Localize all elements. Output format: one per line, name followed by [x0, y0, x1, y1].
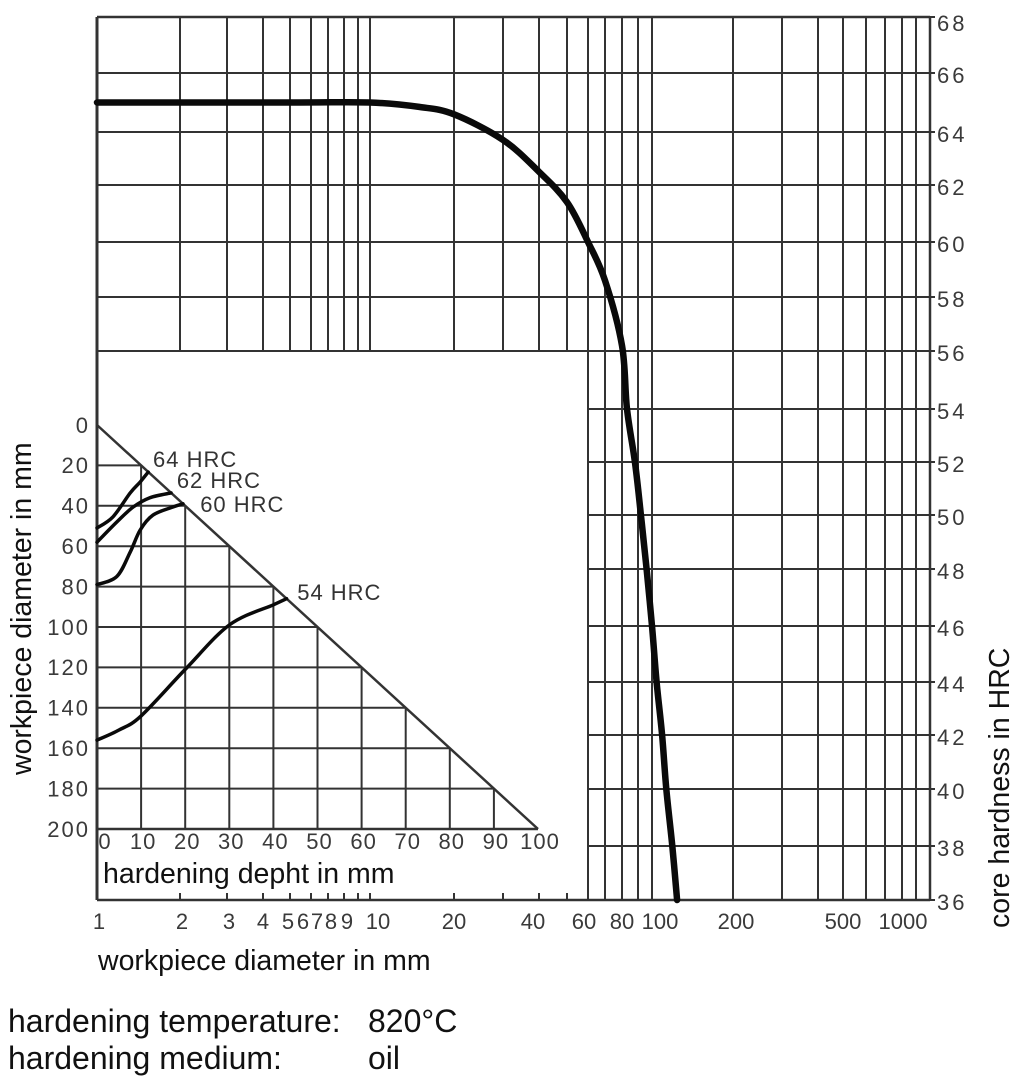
y-tick-label: 60	[937, 232, 967, 257]
y-tick-label: 64	[937, 122, 967, 147]
inset-x-tick-label: 30	[218, 829, 244, 854]
curves	[93, 98, 681, 904]
inset-y-tick-label: 100	[47, 615, 90, 640]
inset-curve-62-hrc	[95, 491, 173, 544]
y-tick-label: 58	[937, 287, 967, 312]
y-tick-label: 52	[937, 452, 967, 477]
x-tick-label: 2	[176, 909, 188, 934]
y-tick-label: 56	[937, 341, 967, 366]
x-tick-label: 100	[642, 909, 679, 934]
inset-x-tick-label: 60	[350, 829, 376, 854]
inset-y-tick-label: 80	[62, 574, 90, 599]
inset-x-tick-label: 20	[174, 829, 200, 854]
inset-y-tick-label: 60	[62, 534, 90, 559]
y-tick-label: 40	[937, 779, 967, 804]
inset-curve-54-hrc	[95, 596, 289, 742]
x-tick-label: 5	[282, 909, 294, 934]
inset-y-axis-title: workpiece diameter in mm	[6, 442, 38, 776]
inset-curve-label-60-hrc: 60 HRC	[200, 492, 284, 517]
inset-x-tick-label: 80	[439, 829, 465, 854]
core-hardness-curve	[93, 98, 681, 904]
hardening-medium-value: oil	[368, 1040, 401, 1076]
x-tick-label: 6	[297, 909, 309, 934]
y-tick-label: 62	[937, 175, 967, 200]
x-tick-label: 9	[341, 909, 353, 934]
inset-y-tick-label: 140	[47, 696, 90, 721]
inset-y-tick-label: 160	[47, 736, 90, 761]
x-tick-label: 200	[718, 909, 755, 934]
inset-curve-60-hrc	[95, 502, 185, 587]
inset-curve-label-54-hrc: 54 HRC	[297, 580, 381, 605]
y-tick-label: 44	[937, 672, 967, 697]
hardening-temperature-row: hardening temperature: 820°C	[0, 1003, 1024, 1040]
x-tick-label: 40	[521, 909, 545, 934]
inset-x-tick-label: 40	[262, 829, 288, 854]
inset-x-tick-label: 0	[98, 829, 111, 854]
inset-y-tick-label: 20	[62, 453, 90, 478]
hardening-temperature-label: hardening temperature:	[8, 1003, 341, 1039]
x-tick-label: 8	[325, 909, 337, 934]
x-tick-label: 10	[366, 909, 390, 934]
x-tick-label: 4	[257, 909, 269, 934]
y-tick-label: 68	[937, 11, 967, 36]
inset-x-axis-title: hardening depht in mm	[103, 858, 395, 890]
inset-y-tick-label: 40	[62, 494, 90, 519]
x-tick-label: 3	[223, 909, 235, 934]
inset-x-tick-label: 70	[394, 829, 420, 854]
inset-curve-label-62-hrc: 62 HRC	[177, 468, 261, 493]
y-tick-label: 54	[937, 399, 967, 424]
inset-x-tick-label: 90	[483, 829, 509, 854]
x-tick-label: 20	[442, 909, 466, 934]
y-tick-label: 36	[937, 890, 967, 915]
inset-y-tick-label: 180	[47, 776, 90, 801]
inset-y-tick-label: 120	[47, 655, 90, 680]
y-tick-label: 42	[937, 725, 967, 750]
y-axis-title-right: core hardness in HRC	[984, 648, 1016, 928]
inset-x-tick-label: 10	[130, 829, 156, 854]
main-grid	[95, 15, 935, 902]
y-tick-label: 46	[937, 616, 967, 641]
x-tick-label: 1000	[879, 909, 928, 934]
inset-grid	[96, 424, 539, 831]
x-tick-label: 60	[572, 909, 596, 934]
x-axis-title: workpiece diameter in mm	[97, 945, 431, 977]
inset-x-tick-label: 50	[306, 829, 332, 854]
inset-y-tick-label: 0	[76, 413, 90, 438]
hardening-medium-label: hardening medium:	[8, 1040, 282, 1076]
x-tick-label: 500	[825, 909, 862, 934]
y-tick-label: 50	[937, 505, 967, 530]
inset-x-tick-label: 100	[520, 829, 560, 854]
x-tick-label: 7	[311, 909, 323, 934]
y-tick-label: 66	[937, 63, 967, 88]
process-notes: hardening temperature: 820°C hardening m…	[0, 1003, 1024, 1077]
x-tick-label: 80	[610, 909, 634, 934]
inset-curve-label-64-hrc: 64 HRC	[153, 447, 237, 472]
x-tick-label: 1	[93, 909, 105, 934]
y-tick-label: 48	[937, 559, 967, 584]
hardening-temperature-value: 820°C	[368, 1003, 458, 1039]
inset-curve-64-hrc	[95, 470, 150, 530]
inset-y-tick-label: 200	[47, 817, 90, 842]
hardening-medium-row: hardening medium: oil	[0, 1040, 1024, 1077]
y-tick-label: 38	[937, 836, 967, 861]
